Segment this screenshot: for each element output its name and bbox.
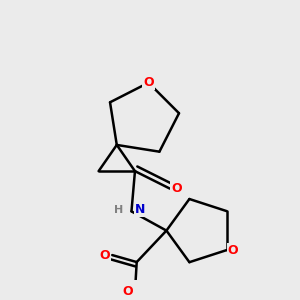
Text: O: O [143, 76, 154, 89]
Text: O: O [171, 182, 181, 195]
Text: O: O [99, 249, 110, 262]
Text: O: O [122, 285, 133, 298]
Text: H: H [114, 205, 123, 214]
Text: N: N [135, 203, 146, 216]
Text: O: O [227, 244, 238, 256]
